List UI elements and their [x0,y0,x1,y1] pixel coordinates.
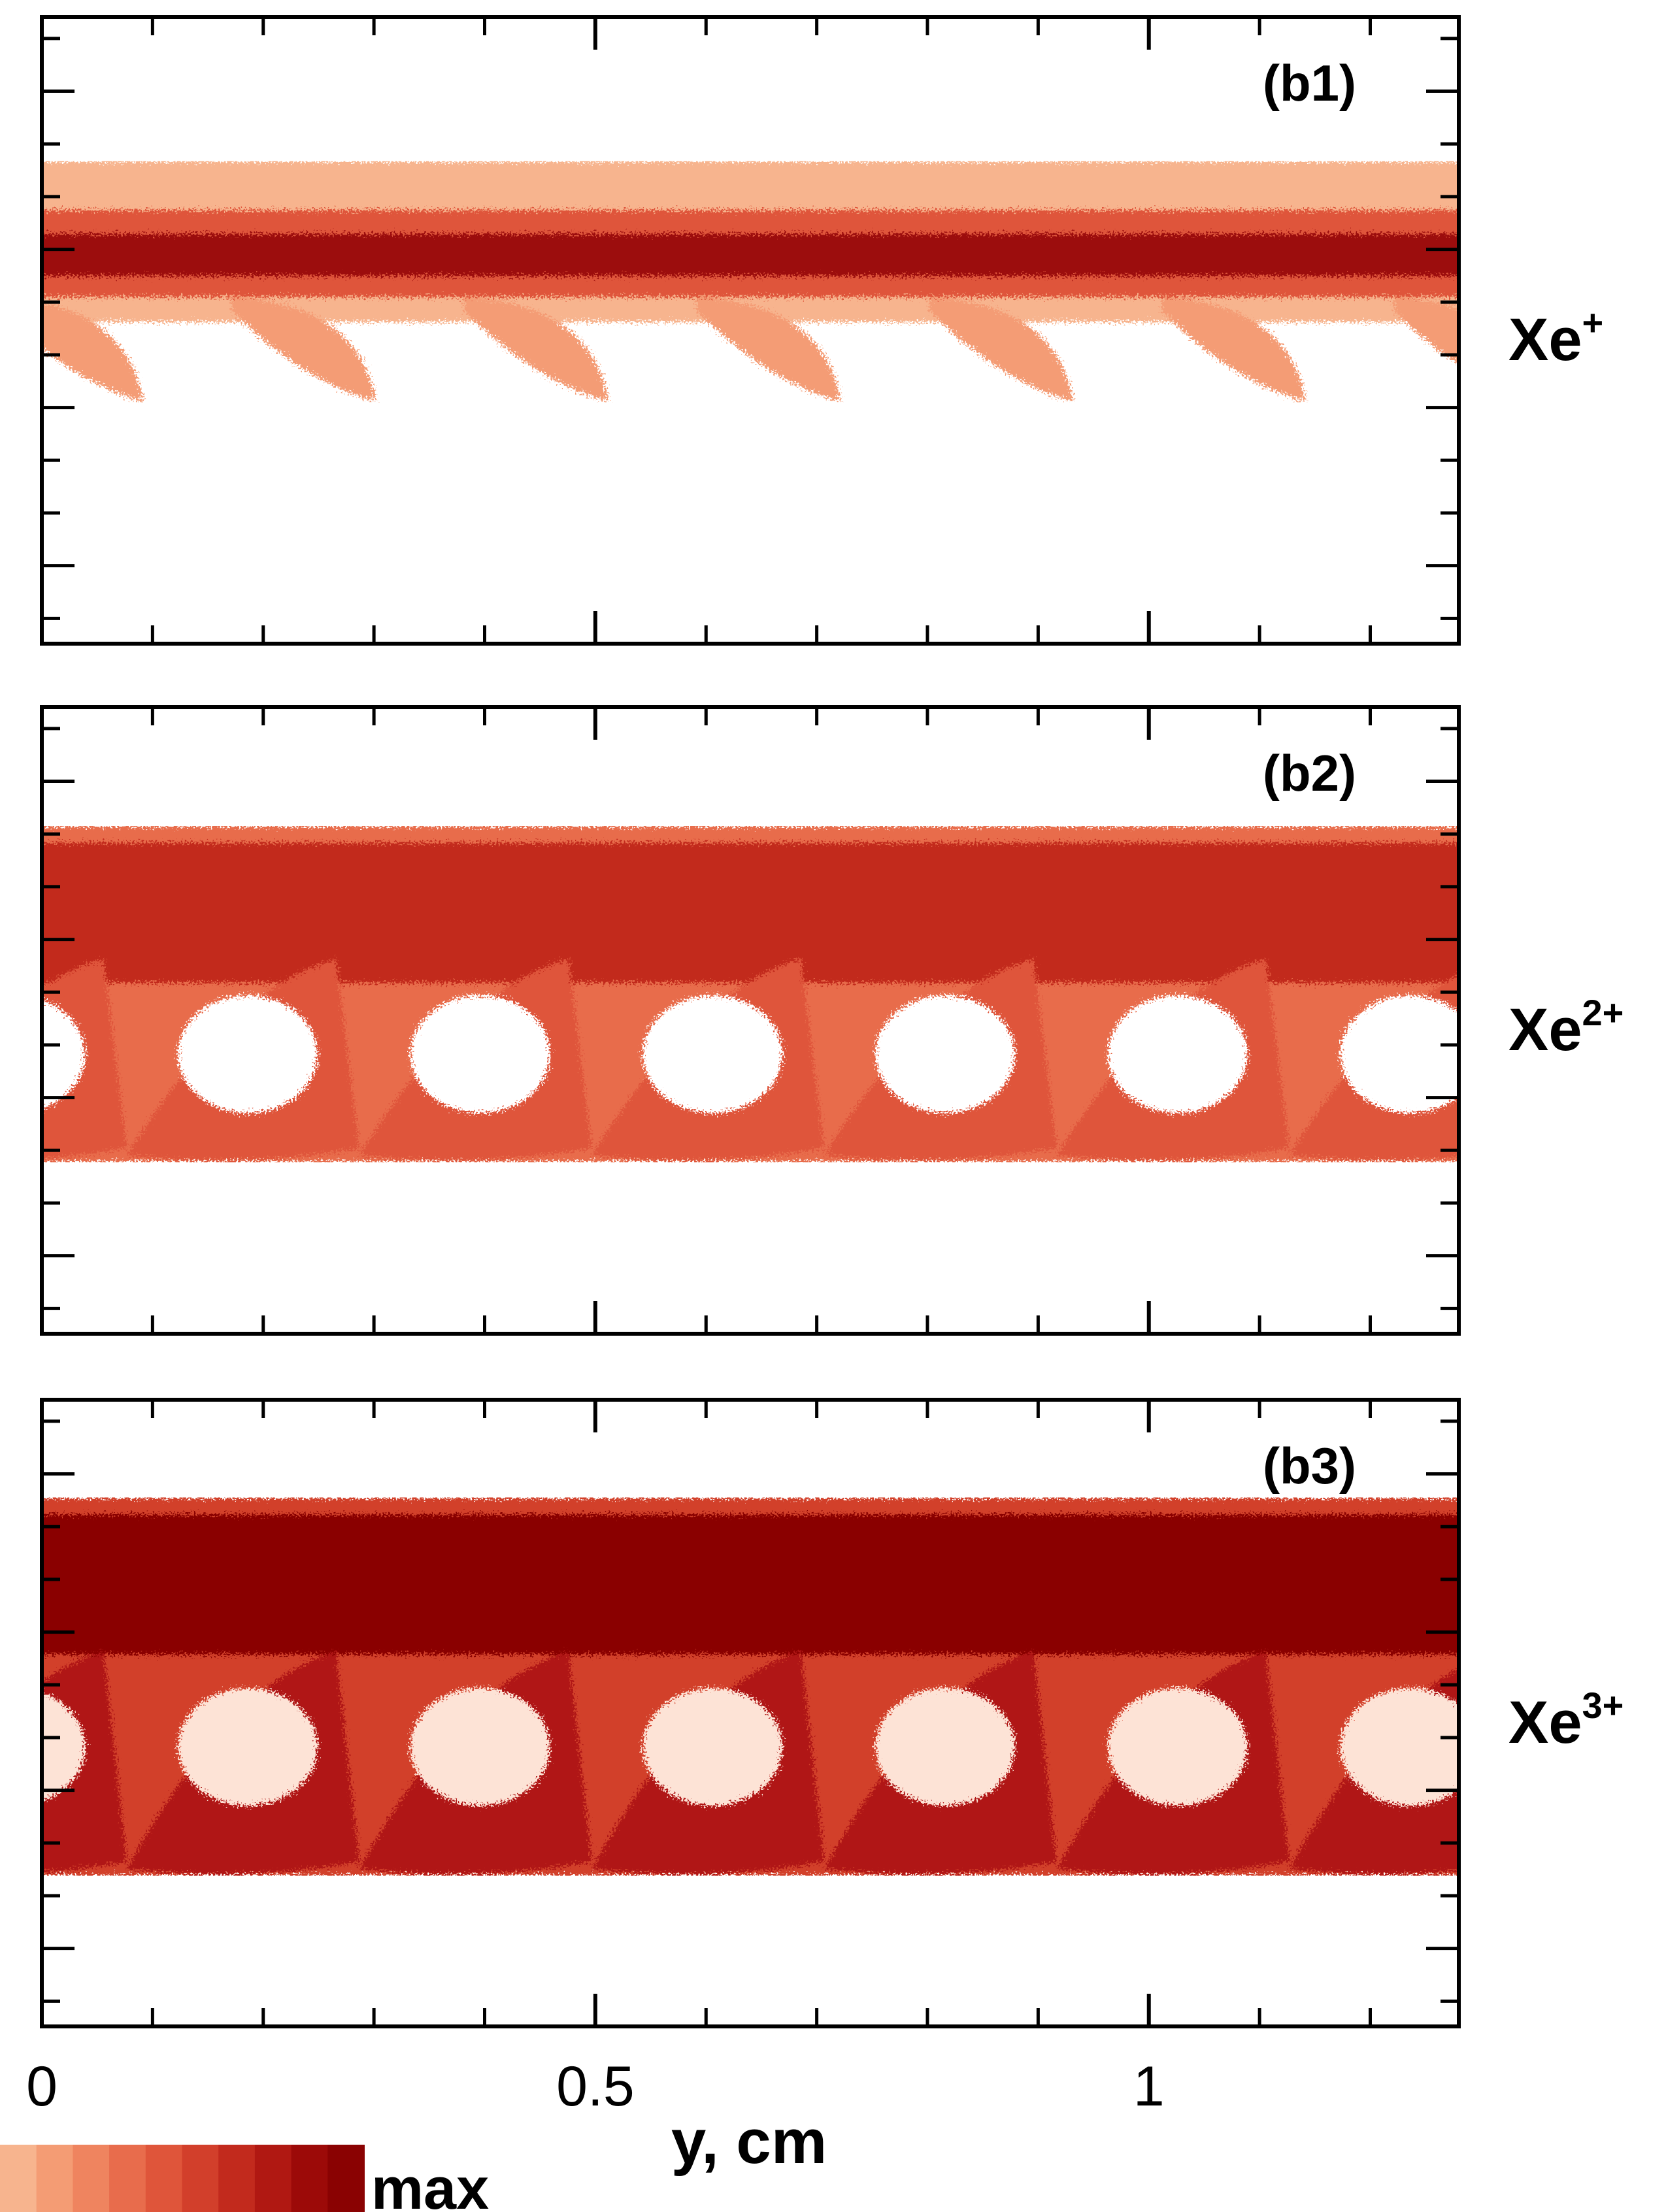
density-layer [42,161,1666,403]
x-tick-label: 0 [26,2055,58,2118]
species-name: Xe [1508,1689,1582,1756]
tail [1161,297,1306,403]
panel-frame [40,15,1461,646]
species-label: Xe3+ [1508,1685,1624,1756]
colorbar-swatch [109,2145,146,2212]
tail [1394,297,1459,365]
panel-frame [40,705,1461,1336]
panel-label: (b2) [1263,744,1356,802]
vortex-hole [1108,995,1248,1114]
colorbar-swatch [182,2145,220,2212]
colorbar-swatch [0,2145,37,2212]
colorbar-swatch [291,2145,329,2212]
tail [929,297,1074,403]
species-name: Xe [1508,997,1582,1063]
panel-label: (b1) [1263,54,1356,112]
colorbar-swatch [254,2145,292,2212]
tail [231,297,376,403]
vortex-hole [410,995,550,1114]
density-field [42,826,1459,1163]
colorbar-swatch [327,2145,365,2212]
tail [464,297,608,403]
colorbar-swatch [145,2145,183,2212]
vortex-hole [1340,1688,1459,1806]
species-name: Xe [1508,306,1582,373]
colorbar-swatch [36,2145,74,2212]
vortex-hole [642,1688,783,1806]
density-field [42,1497,1459,1876]
density-layer [42,1497,1459,1876]
species-label: Xe2+ [1508,992,1624,1063]
species-label: Xe+ [1508,302,1603,373]
band-core [42,1514,1459,1655]
x-axis-label: y, cm [671,2107,827,2177]
tail [1627,297,1666,402]
vortex-hole [642,995,783,1114]
x-tick-label: 0.5 [556,2055,635,2118]
vortex-hole [410,1688,550,1806]
band-core [42,234,1459,276]
vortex-hole [875,995,1015,1114]
species-charge: 3+ [1582,1685,1624,1726]
colorbar-swatch [73,2145,110,2212]
vortex-hole [42,1692,86,1802]
band-core [42,842,1459,983]
panel-frame [40,1398,1461,2028]
x-tick-label: 1 [1133,2055,1165,2118]
vortex-hole [1108,1688,1248,1806]
colorbar-swatch [218,2145,256,2212]
panel-label: (b3) [1263,1437,1356,1494]
density-layer [42,826,1459,1163]
vortex-hole [1340,995,1459,1114]
species-charge: 2+ [1582,992,1624,1033]
vortex-hole [875,1688,1015,1806]
colorbar-label: max [371,2156,489,2212]
vortex-hole [42,1000,86,1109]
vortex-hole [178,1688,318,1806]
tail [42,302,144,403]
species-charge: + [1582,302,1604,343]
density-field [42,161,1666,403]
tail [697,297,841,403]
vortex-hole [178,995,318,1114]
